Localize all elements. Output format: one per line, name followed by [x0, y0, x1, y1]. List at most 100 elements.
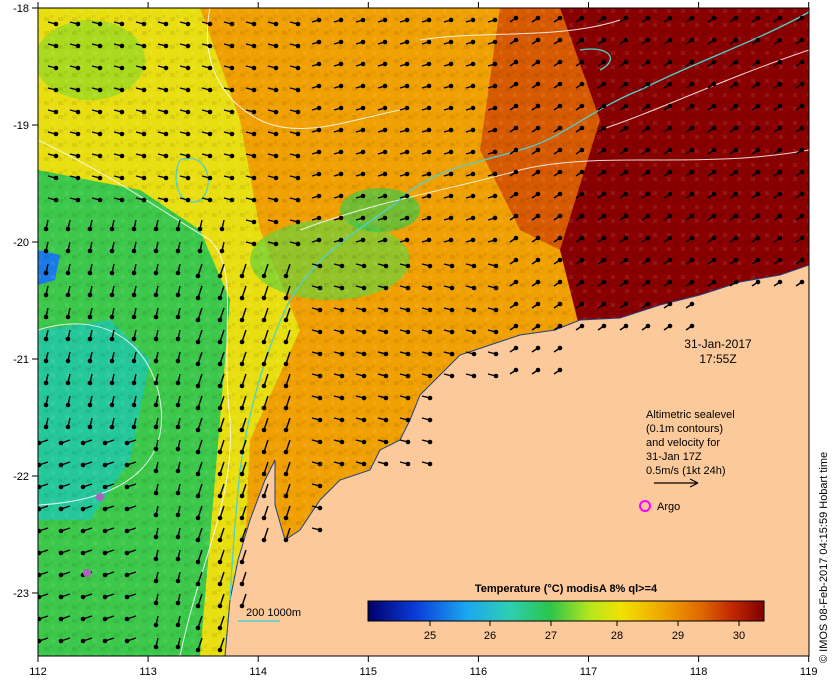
- velocity-arrow-head: [383, 285, 389, 291]
- velocity-arrow-head: [382, 17, 388, 23]
- time-label: 17:55Z: [699, 352, 736, 366]
- velocity-arrow-head: [197, 248, 203, 254]
- velocity-arrow-head: [217, 405, 223, 411]
- velocity-arrow-head: [711, 147, 717, 153]
- velocity-arrow-head: [493, 285, 499, 291]
- velocity-arrow-head: [799, 279, 805, 285]
- velocity-arrow-head: [755, 103, 761, 109]
- velocity-arrow-head: [316, 105, 322, 111]
- velocity-arrow-head: [65, 292, 71, 298]
- velocity-arrow-head: [689, 279, 695, 285]
- velocity-arrow-head: [175, 644, 181, 650]
- velocity-arrow-head: [513, 15, 519, 21]
- velocity-arrow-head: [623, 59, 629, 65]
- velocity-arrow-head: [404, 105, 410, 111]
- velocity-arrow-head: [261, 493, 267, 499]
- velocity-arrow-head: [185, 175, 191, 181]
- colorbar-tick-label: 29: [672, 630, 684, 642]
- velocity-arrow-head: [535, 235, 541, 241]
- velocity-arrow-head: [217, 339, 223, 345]
- velocity-arrow-head: [80, 462, 86, 468]
- velocity-arrow-head: [317, 373, 323, 379]
- velocity-arrow-head: [339, 395, 345, 401]
- velocity-arrow-head: [87, 270, 93, 276]
- velocity-arrow-head: [163, 175, 169, 181]
- y-tick-label: -19: [13, 120, 29, 132]
- velocity-arrow-head: [102, 484, 108, 490]
- colorbar-tick-label: 26: [484, 630, 496, 642]
- velocity-arrow-head: [689, 213, 695, 219]
- isobath-label: 200 1000m: [246, 607, 301, 619]
- velocity-arrow-head: [601, 147, 607, 153]
- velocity-arrow-head: [163, 131, 169, 137]
- velocity-arrow-head: [667, 125, 673, 131]
- velocity-arrow-head: [361, 263, 367, 269]
- velocity-arrow-head: [733, 125, 739, 131]
- velocity-arrow-head: [733, 103, 739, 109]
- velocity-arrow-head: [492, 17, 498, 23]
- velocity-arrow-head: [667, 257, 673, 263]
- velocity-arrow-head: [109, 226, 115, 232]
- velocity-arrow-head: [711, 103, 717, 109]
- velocity-arrow-head: [689, 103, 695, 109]
- velocity-arrow-head: [557, 169, 563, 175]
- velocity-arrow-head: [579, 169, 585, 175]
- velocity-arrow-head: [109, 402, 115, 408]
- velocity-arrow-head: [175, 314, 181, 320]
- velocity-arrow-head: [175, 622, 181, 628]
- velocity-arrow-head: [711, 81, 717, 87]
- velocity-arrow-head: [557, 59, 563, 65]
- velocity-arrow-head: [557, 257, 563, 263]
- velocity-arrow-head: [195, 603, 201, 609]
- velocity-arrow-head: [361, 373, 367, 379]
- velocity-arrow-head: [579, 301, 585, 307]
- velocity-arrow-head: [427, 395, 433, 401]
- velocity-arrow-head: [58, 484, 64, 490]
- velocity-arrow-head: [163, 43, 169, 49]
- x-axis: 112 113 114 115 116 117 118 119: [29, 2, 817, 678]
- velocity-arrow-head: [239, 383, 245, 389]
- velocity-arrow-head: [119, 175, 125, 181]
- velocity-arrow-head: [382, 193, 388, 199]
- velocity-arrow-head: [217, 383, 223, 389]
- colorbar: Temperature (°C) modisA 8% ql>=4 25 26 27 2…: [367, 583, 765, 642]
- velocity-arrow-head: [153, 270, 159, 276]
- velocity-arrow-head: [383, 395, 389, 401]
- velocity-arrow-head: [623, 213, 629, 219]
- velocity-arrow-head: [405, 439, 411, 445]
- velocity-arrow-head: [153, 424, 159, 430]
- velocity-arrow-head: [102, 616, 108, 622]
- velocity-arrow-head: [492, 61, 498, 67]
- velocity-arrow-head: [579, 323, 585, 329]
- velocity-arrow-head: [338, 39, 344, 45]
- velocity-arrow-head: [557, 367, 563, 373]
- velocity-arrow-head: [273, 131, 279, 137]
- velocity-arrow-head: [229, 153, 235, 159]
- velocity-arrow-head: [513, 301, 519, 307]
- velocity-arrow-head: [404, 149, 410, 155]
- velocity-arrow-head: [141, 153, 147, 159]
- x-tick-label: 114: [249, 666, 267, 678]
- velocity-arrow-head: [119, 131, 125, 137]
- velocity-arrow-head: [75, 109, 81, 115]
- velocity-arrow-head: [338, 105, 344, 111]
- velocity-arrow-head: [58, 506, 64, 512]
- velocity-arrow-head: [338, 127, 344, 133]
- x-tick-label: 113: [139, 666, 157, 678]
- velocity-arrow-head: [141, 131, 147, 137]
- velocity-arrow-head: [185, 153, 191, 159]
- velocity-arrow-head: [426, 215, 432, 221]
- velocity-arrow-head: [733, 235, 739, 241]
- velocity-arrow-head: [261, 273, 267, 279]
- velocity-arrow-head: [755, 125, 761, 131]
- velocity-arrow-head: [43, 380, 49, 386]
- velocity-arrow-head: [217, 559, 223, 565]
- velocity-arrow-head: [102, 638, 108, 644]
- velocity-arrow-head: [65, 226, 71, 232]
- velocity-arrow-head: [382, 127, 388, 133]
- velocity-arrow-head: [601, 257, 607, 263]
- velocity-arrow-head: [361, 417, 367, 423]
- velocity-arrow-head: [426, 127, 432, 133]
- velocity-arrow-head: [97, 65, 103, 71]
- colorbar-tick-label: 28: [611, 630, 623, 642]
